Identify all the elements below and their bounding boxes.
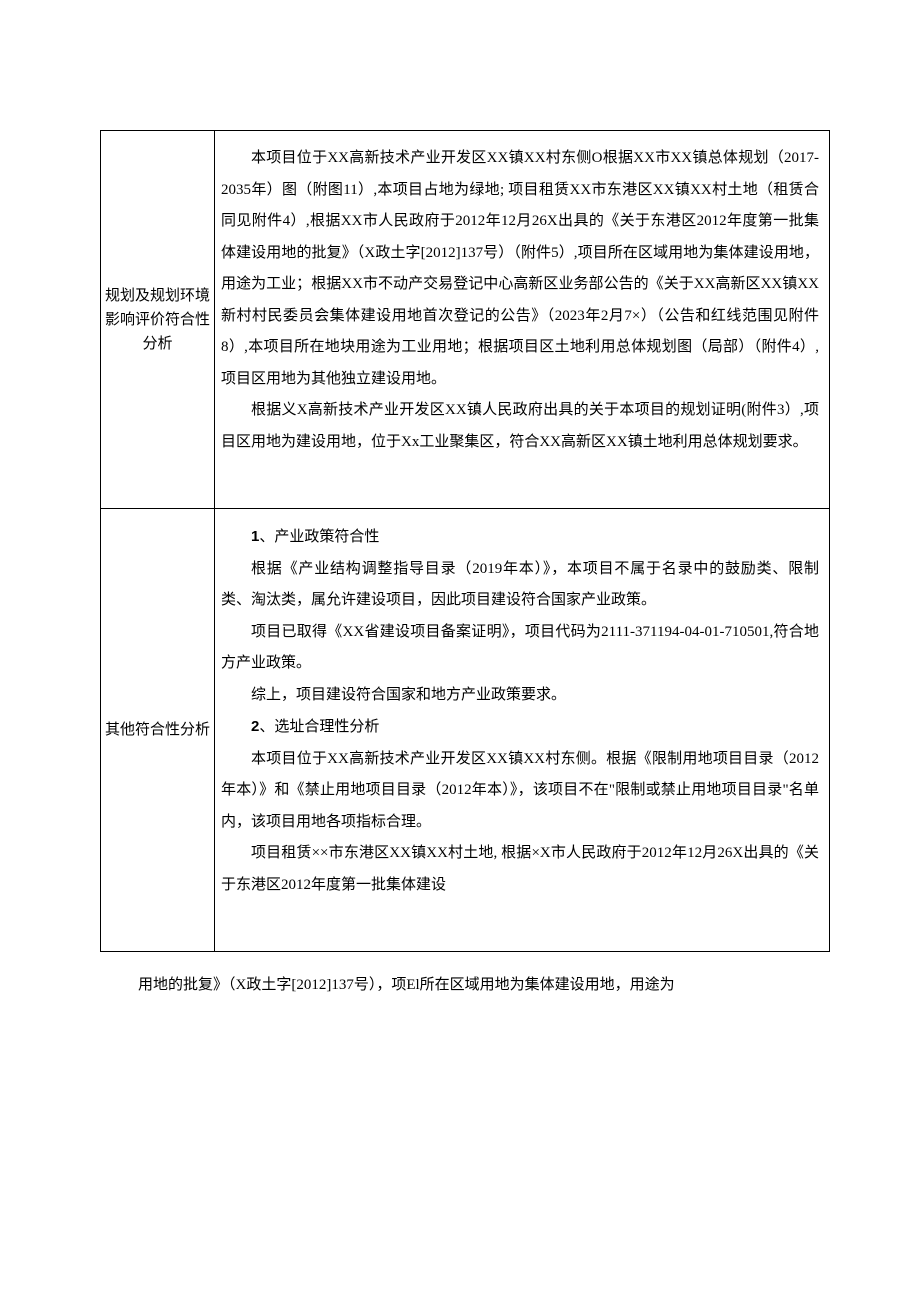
paragraph: 本项目位于XX高新技术产业开发区XX镇XX村东侧O根据XX市XX镇总体规划（20… xyxy=(221,143,819,395)
label-text: 其他符合性分析 xyxy=(105,722,210,738)
table-row: 规划及规划环境影响评价符合性分析 本项目位于XX高新技术产业开发区XX镇XX村东… xyxy=(101,131,830,509)
paragraph: 根据义X高新技术产业开发区XX镇人民政府出具的关于本项目的规划证明(附件3）,项… xyxy=(221,395,819,458)
table-row: 其他符合性分析 1、产业政策符合性 根据《产业结构调整指导目录（2019年本）》… xyxy=(101,509,830,952)
footer-paragraph: 用地的批复》（X政土字[2012]137号），项El所在区域用地为集体建设用地，… xyxy=(100,970,830,1000)
row-content-planning: 本项目位于XX高新技术产业开发区XX镇XX村东侧O根据XX市XX镇总体规划（20… xyxy=(215,131,830,509)
row-content-other: 1、产业政策符合性 根据《产业结构调整指导目录（2019年本）》，本项目不属于名… xyxy=(215,509,830,952)
heading-text: 、选址合理性分析 xyxy=(259,719,379,735)
row-label-planning: 规划及规划环境影响评价符合性分析 xyxy=(101,131,215,509)
heading: 1、产业政策符合性 xyxy=(221,521,819,554)
paragraph: 项目已取得《XX省建设项目备案证明》，项目代码为2111-371194-04-0… xyxy=(221,617,819,680)
row-label-other: 其他符合性分析 xyxy=(101,509,215,952)
paragraph: 本项目位于XX高新技术产业开发区XX镇XX村东侧。根据《限制用地项目目录（201… xyxy=(221,744,819,839)
heading-text: 、产业政策符合性 xyxy=(259,529,379,545)
analysis-table: 规划及规划环境影响评价符合性分析 本项目位于XX高新技术产业开发区XX镇XX村东… xyxy=(100,130,830,952)
paragraph: 综上，项目建设符合国家和地方产业政策要求。 xyxy=(221,680,819,712)
paragraph: 根据《产业结构调整指导目录（2019年本）》，本项目不属于名录中的鼓励类、限制类… xyxy=(221,554,819,617)
label-text: 规划及规划环境影响评价符合性分析 xyxy=(105,288,210,352)
heading: 2、选址合理性分析 xyxy=(221,711,819,744)
paragraph: 项目租赁××市东港区XX镇XX村土地, 根据×X市人民政府于2012年12月26… xyxy=(221,838,819,901)
document-page: 规划及规划环境影响评价符合性分析 本项目位于XX高新技术产业开发区XX镇XX村东… xyxy=(0,0,920,1040)
